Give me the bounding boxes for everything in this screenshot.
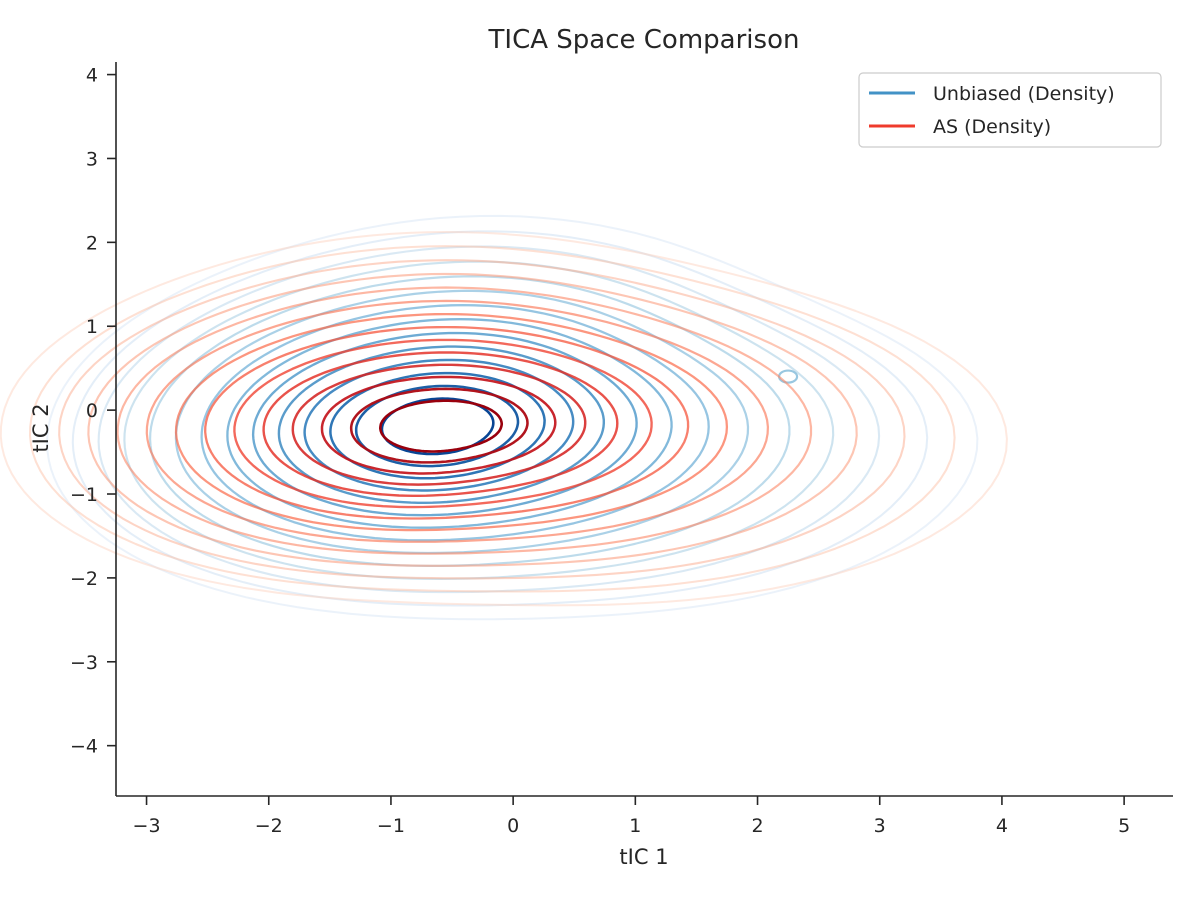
contour-level [277, 345, 606, 505]
y-tick-label: 4 [86, 65, 98, 87]
legend-label-unbiased: Unbiased (Density) [933, 83, 1115, 105]
x-tick-label: 3 [874, 815, 886, 837]
contour-level [200, 303, 710, 542]
contour-level [320, 375, 557, 475]
contour-level [97, 245, 881, 594]
contour-level [123, 260, 835, 580]
contour-level [0, 231, 1008, 607]
contour-level [28, 245, 956, 593]
x-tick-label: −2 [255, 815, 283, 837]
x-tick-label: 1 [629, 815, 641, 837]
y-axis-ticks: −4 −3 −2 −1 0 1 2 3 4 [70, 65, 116, 758]
y-tick-label: 0 [86, 400, 98, 422]
legend-label-as: AS (Density) [933, 116, 1051, 138]
contour-level [303, 358, 575, 492]
x-tick-label: −3 [133, 815, 161, 837]
contour-level [46, 214, 979, 621]
contour-level [262, 351, 619, 498]
contour-level [87, 272, 858, 567]
x-tick-label: 0 [507, 815, 519, 837]
x-tick-label: 5 [1118, 815, 1130, 837]
contour-level [329, 371, 546, 480]
contour-level [174, 312, 729, 532]
chart-title: TICA Space Comparison [488, 25, 800, 55]
y-tick-label: 2 [86, 232, 98, 254]
x-tick-label: 4 [996, 815, 1008, 837]
contour-level [149, 275, 791, 567]
contour-level [379, 399, 503, 453]
contour-level [204, 325, 690, 520]
contour-level [116, 286, 813, 555]
contour-level [226, 318, 673, 529]
contour-level [251, 331, 638, 517]
contour-level [71, 230, 929, 607]
x-axis-label: tIC 1 [619, 845, 668, 869]
y-tick-label: 1 [86, 316, 98, 338]
y-tick-label: −1 [70, 484, 98, 506]
y-tick-label: −4 [70, 736, 98, 758]
x-axis-ticks: −3 −2 −1 0 1 2 3 4 5 [133, 796, 1130, 837]
secondary-peak-contour [777, 369, 799, 384]
y-tick-label: −3 [70, 652, 98, 674]
x-tick-label: 2 [751, 815, 763, 837]
x-tick-label: −1 [377, 815, 405, 837]
contour-level [349, 387, 529, 464]
legend: Unbiased (Density) AS (Density) [858, 72, 1162, 148]
contour-level [233, 338, 653, 509]
contour-level [354, 384, 520, 468]
contour-level [145, 299, 770, 543]
y-tick-label: 3 [86, 148, 98, 170]
as-density-contours [0, 231, 1008, 607]
contour-level [291, 363, 587, 486]
y-axis-label: tIC 2 [29, 403, 53, 452]
y-tick-label: −2 [70, 568, 98, 590]
contour-level [58, 259, 906, 580]
legend-frame [858, 72, 1162, 148]
